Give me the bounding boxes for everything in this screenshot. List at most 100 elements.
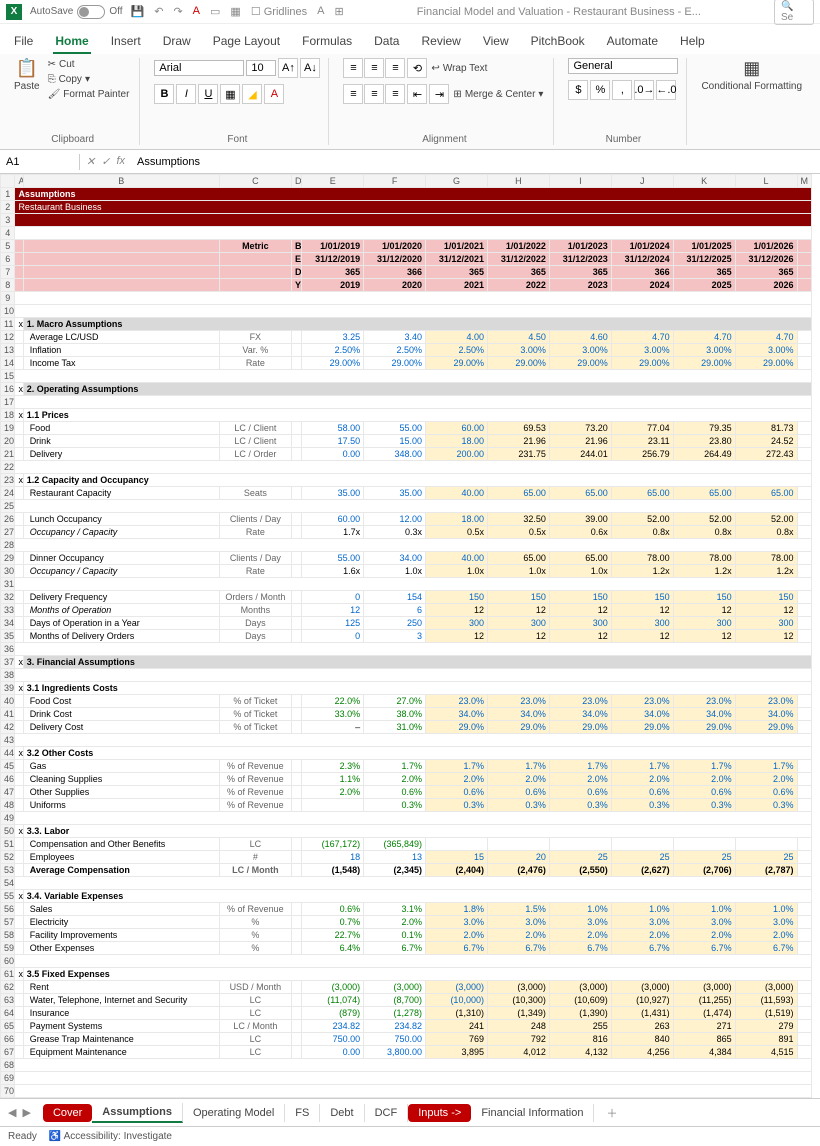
cell[interactable]: 0.8x bbox=[735, 526, 797, 539]
cell[interactable]: 52.00 bbox=[735, 513, 797, 526]
cell[interactable]: 29.00% bbox=[426, 357, 488, 370]
cell[interactable] bbox=[797, 526, 812, 539]
font-color-icon[interactable]: A bbox=[193, 5, 200, 18]
cell[interactable]: 248 bbox=[487, 1020, 549, 1033]
cell[interactable] bbox=[302, 799, 364, 812]
cell[interactable] bbox=[15, 838, 23, 851]
cell[interactable]: 2.0% bbox=[487, 773, 549, 786]
cell[interactable] bbox=[673, 838, 735, 851]
cell[interactable]: (10,000) bbox=[426, 994, 488, 1007]
cell[interactable]: 31/12/2025 bbox=[673, 253, 735, 266]
cell[interactable] bbox=[611, 838, 673, 851]
cell[interactable] bbox=[291, 357, 301, 370]
cell[interactable]: 2.0% bbox=[611, 929, 673, 942]
row-header[interactable]: 7 bbox=[1, 266, 15, 279]
col-header[interactable]: A bbox=[15, 175, 23, 188]
cell[interactable] bbox=[15, 396, 812, 409]
row-header[interactable]: 24 bbox=[1, 487, 15, 500]
cell[interactable]: 1.0x bbox=[487, 565, 549, 578]
cell[interactable] bbox=[291, 604, 301, 617]
dec-decimal-icon[interactable]: ←.0 bbox=[656, 80, 676, 100]
cell[interactable]: 23.80 bbox=[673, 435, 735, 448]
cell[interactable]: 150 bbox=[735, 591, 797, 604]
cell[interactable]: (1,548) bbox=[302, 864, 364, 877]
cell[interactable]: (1,310) bbox=[426, 1007, 488, 1020]
cell[interactable]: 150 bbox=[549, 591, 611, 604]
cell[interactable]: x bbox=[15, 968, 23, 981]
cell[interactable]: 234.82 bbox=[364, 1020, 426, 1033]
cell[interactable]: (8,700) bbox=[364, 994, 426, 1007]
cell[interactable]: 21.96 bbox=[487, 435, 549, 448]
align-right-icon[interactable]: ≡ bbox=[385, 84, 405, 104]
cell[interactable]: Var. % bbox=[219, 344, 291, 357]
cut-button[interactable]: ✂Cut bbox=[46, 58, 132, 71]
cell[interactable]: 20 bbox=[487, 851, 549, 864]
row-header[interactable]: 13 bbox=[1, 344, 15, 357]
cell[interactable] bbox=[15, 370, 812, 383]
cell[interactable]: 79.35 bbox=[673, 422, 735, 435]
cell[interactable] bbox=[797, 331, 812, 344]
cell[interactable]: 24.52 bbox=[735, 435, 797, 448]
cell[interactable]: (2,550) bbox=[549, 864, 611, 877]
cell[interactable]: 3.0% bbox=[735, 916, 797, 929]
cell[interactable]: 29.00% bbox=[735, 357, 797, 370]
cell[interactable]: 300 bbox=[673, 617, 735, 630]
cell[interactable] bbox=[291, 435, 301, 448]
cell[interactable]: 1.7% bbox=[735, 760, 797, 773]
decrease-font-icon[interactable]: A↓ bbox=[300, 58, 320, 78]
cell[interactable]: 29.00% bbox=[487, 357, 549, 370]
cell[interactable]: 0.6x bbox=[549, 526, 611, 539]
cell[interactable]: 3.2 Other Costs bbox=[23, 747, 811, 760]
cell[interactable]: 0.8x bbox=[673, 526, 735, 539]
cell[interactable] bbox=[291, 591, 301, 604]
cell[interactable] bbox=[797, 695, 812, 708]
cell[interactable] bbox=[15, 903, 23, 916]
cell[interactable] bbox=[291, 630, 301, 643]
ribbon-tab-data[interactable]: Data bbox=[372, 30, 401, 54]
cell[interactable]: 2.0% bbox=[549, 929, 611, 942]
cell[interactable] bbox=[15, 357, 23, 370]
cell[interactable] bbox=[23, 240, 219, 253]
cell[interactable]: 2.0% bbox=[735, 773, 797, 786]
cell[interactable]: % of Revenue bbox=[219, 760, 291, 773]
row-header[interactable]: 16 bbox=[1, 383, 15, 396]
cell[interactable]: 2024 bbox=[611, 279, 673, 292]
cell[interactable]: 0.6% bbox=[364, 786, 426, 799]
cell[interactable] bbox=[291, 942, 301, 955]
cell[interactable]: 2023 bbox=[549, 279, 611, 292]
cell[interactable] bbox=[291, 487, 301, 500]
cell[interactable]: 29.00% bbox=[673, 357, 735, 370]
cell[interactable] bbox=[291, 851, 301, 864]
row-header[interactable]: 46 bbox=[1, 773, 15, 786]
cell[interactable] bbox=[797, 266, 812, 279]
cell[interactable]: 2.0% bbox=[673, 773, 735, 786]
cell[interactable] bbox=[15, 708, 23, 721]
row-header[interactable]: 15 bbox=[1, 370, 15, 383]
cell[interactable]: (2,476) bbox=[487, 864, 549, 877]
cell[interactable]: 4.50 bbox=[487, 331, 549, 344]
cell[interactable]: (10,300) bbox=[487, 994, 549, 1007]
cell[interactable]: Sales bbox=[23, 903, 219, 916]
cell[interactable]: 1/01/2024 bbox=[611, 240, 673, 253]
cell[interactable]: Days bbox=[291, 266, 301, 279]
align-bot-icon[interactable]: ≡ bbox=[385, 58, 405, 78]
cell[interactable] bbox=[219, 279, 291, 292]
col-header[interactable]: M bbox=[797, 175, 812, 188]
cell[interactable] bbox=[291, 565, 301, 578]
cell[interactable]: 78.00 bbox=[673, 552, 735, 565]
cell[interactable]: 891 bbox=[735, 1033, 797, 1046]
cell[interactable]: 1/01/2025 bbox=[673, 240, 735, 253]
cell[interactable] bbox=[23, 266, 219, 279]
cell[interactable] bbox=[797, 903, 812, 916]
cell[interactable]: % of Revenue bbox=[219, 773, 291, 786]
fill-button[interactable]: ◢ bbox=[242, 84, 262, 104]
cell[interactable] bbox=[15, 279, 23, 292]
cell[interactable]: x bbox=[15, 383, 23, 396]
cell[interactable]: LC / Month bbox=[219, 864, 291, 877]
cell[interactable]: 29.00% bbox=[364, 357, 426, 370]
cell[interactable]: 1.7% bbox=[426, 760, 488, 773]
row-header[interactable]: 48 bbox=[1, 799, 15, 812]
cell[interactable]: 52.00 bbox=[611, 513, 673, 526]
row-header[interactable]: 34 bbox=[1, 617, 15, 630]
cell[interactable] bbox=[797, 552, 812, 565]
